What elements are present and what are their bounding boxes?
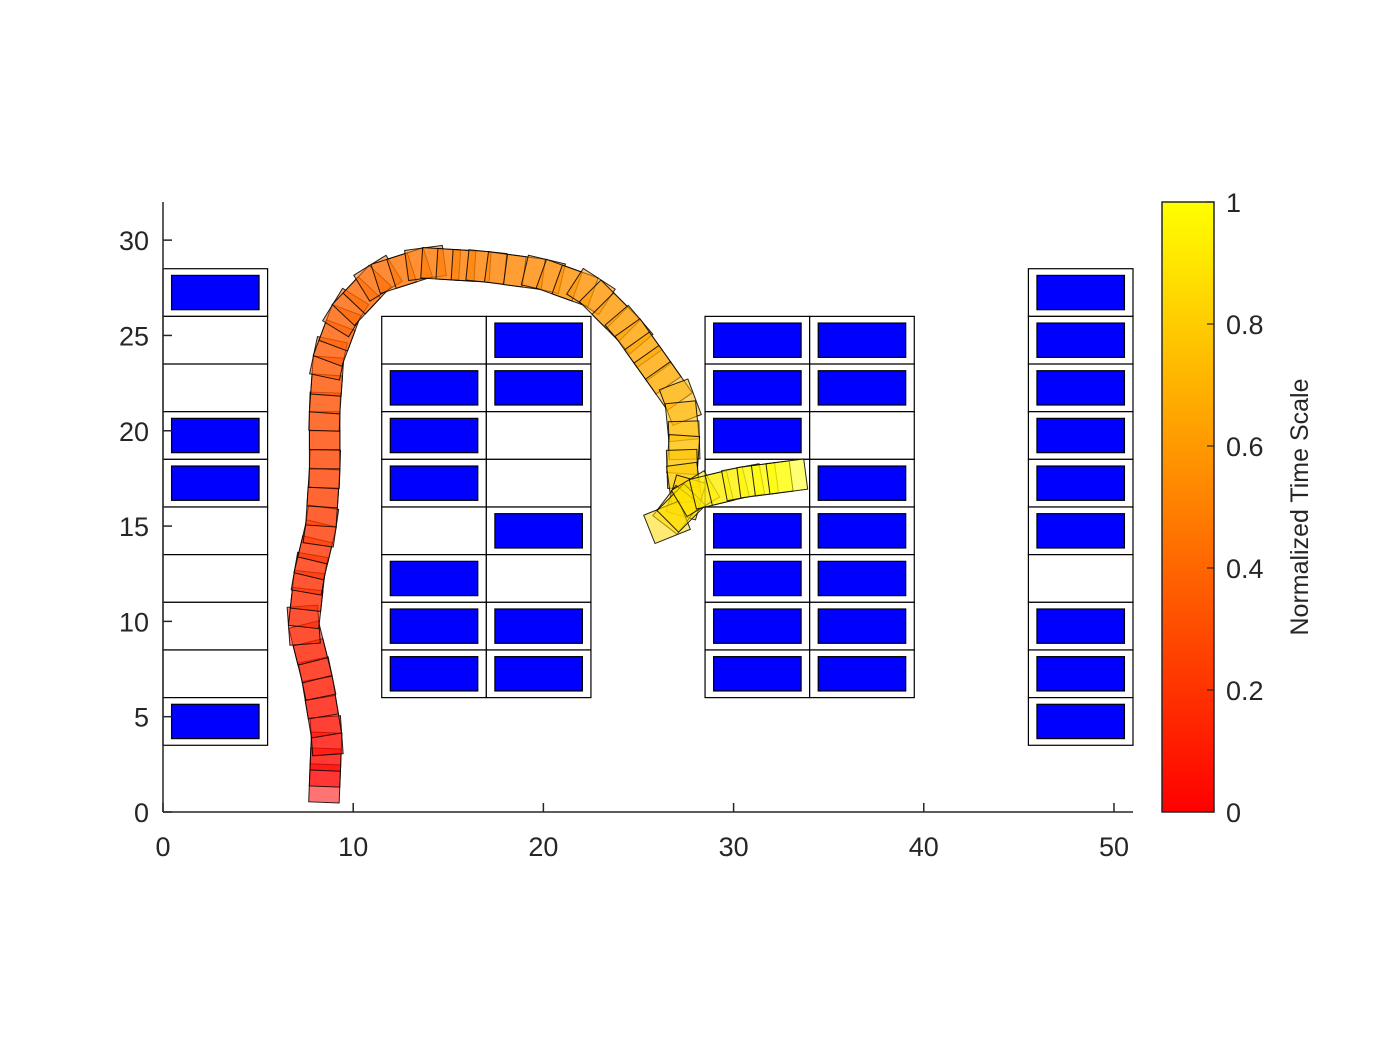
parked-car <box>170 703 260 740</box>
parked-car <box>170 274 260 311</box>
parking-slot <box>162 601 269 651</box>
colorbar-tick-label: 0.8 <box>1226 310 1264 340</box>
parked-car <box>1036 274 1126 311</box>
parking-slot <box>809 411 915 460</box>
parked-car <box>713 322 802 358</box>
parked-car <box>713 513 802 549</box>
colorbar-tick-label: 1 <box>1226 188 1241 218</box>
colorbar-tick-label: 0.6 <box>1226 432 1264 462</box>
parked-car <box>713 370 802 406</box>
parked-car <box>1036 608 1126 644</box>
parked-car <box>817 608 907 644</box>
vehicle-pose <box>765 458 809 495</box>
x-ticks: 0 10 20 30 40 50 <box>155 803 1129 862</box>
y-tick-label: 0 <box>134 798 149 828</box>
colorbar-tick-label: 0 <box>1226 798 1241 828</box>
y-tick-label: 25 <box>119 321 149 351</box>
y-ticks: 0 5 10 15 20 25 30 <box>119 226 172 828</box>
parking-slot <box>162 506 269 556</box>
parked-car <box>1036 370 1126 406</box>
vehicle-trajectory <box>286 244 809 804</box>
parking-slot <box>485 554 592 603</box>
colorbar-ticks: 0 0.2 0.4 0.6 0.8 1 <box>1207 188 1264 828</box>
parked-car <box>389 370 479 406</box>
parked-car <box>817 656 907 692</box>
parked-car <box>389 465 479 501</box>
parking-slot <box>162 363 269 413</box>
parked-car <box>1036 656 1126 692</box>
parked-car <box>1036 465 1126 501</box>
parked-car <box>1036 417 1126 454</box>
x-tick-label: 40 <box>909 832 939 862</box>
parking-slot <box>485 411 592 460</box>
y-tick-label: 10 <box>119 607 149 637</box>
axes: 0 10 20 30 40 50 0 5 10 15 20 25 30 <box>119 202 1133 862</box>
colorbar-tick-label: 0.4 <box>1226 554 1264 584</box>
y-tick-label: 20 <box>119 417 149 447</box>
parked-car <box>389 608 479 644</box>
x-tick-label: 10 <box>338 832 368 862</box>
parked-car <box>713 608 802 644</box>
parked-car <box>494 656 583 692</box>
parking-slot <box>1027 554 1134 603</box>
x-tick-label: 20 <box>528 832 558 862</box>
parked-car <box>817 513 907 549</box>
parked-car <box>494 513 583 549</box>
colorbar-tick-label: 0.2 <box>1226 676 1264 706</box>
parked-car <box>817 465 907 501</box>
parked-car <box>1036 322 1126 358</box>
y-tick-label: 30 <box>119 226 149 256</box>
parked-car <box>817 560 907 597</box>
parked-car <box>389 560 479 597</box>
parked-car <box>170 465 260 501</box>
parked-car <box>494 608 583 644</box>
parked-car <box>1036 513 1126 549</box>
parked-car <box>817 322 907 358</box>
parking-slot <box>162 315 269 365</box>
parked-car <box>713 560 802 597</box>
parked-car <box>389 417 479 454</box>
parking-slot <box>381 506 487 556</box>
x-tick-label: 30 <box>719 832 749 862</box>
colorbar-gradient <box>1161 201 1215 813</box>
parked-car <box>713 656 802 692</box>
parked-car <box>817 370 907 406</box>
parking-lot <box>162 268 1134 746</box>
colorbar-label: Normalized Time Scale <box>1286 378 1314 635</box>
parked-car <box>1036 703 1126 740</box>
x-tick-label: 50 <box>1099 832 1129 862</box>
parking-slot <box>381 315 487 365</box>
colorbar: 0 0.2 0.4 0.6 0.8 1 Normalized Time Scale <box>1161 188 1314 828</box>
x-tick-label: 0 <box>155 832 170 862</box>
parking-slot <box>162 649 269 699</box>
y-tick-label: 15 <box>119 512 149 542</box>
parking-slot <box>162 554 269 603</box>
parked-car <box>713 417 802 454</box>
parked-car <box>494 322 583 358</box>
parking-slot <box>485 458 592 508</box>
parked-car <box>389 656 479 692</box>
y-tick-label: 5 <box>134 703 149 733</box>
parked-car <box>494 370 583 406</box>
parked-car <box>170 417 260 454</box>
